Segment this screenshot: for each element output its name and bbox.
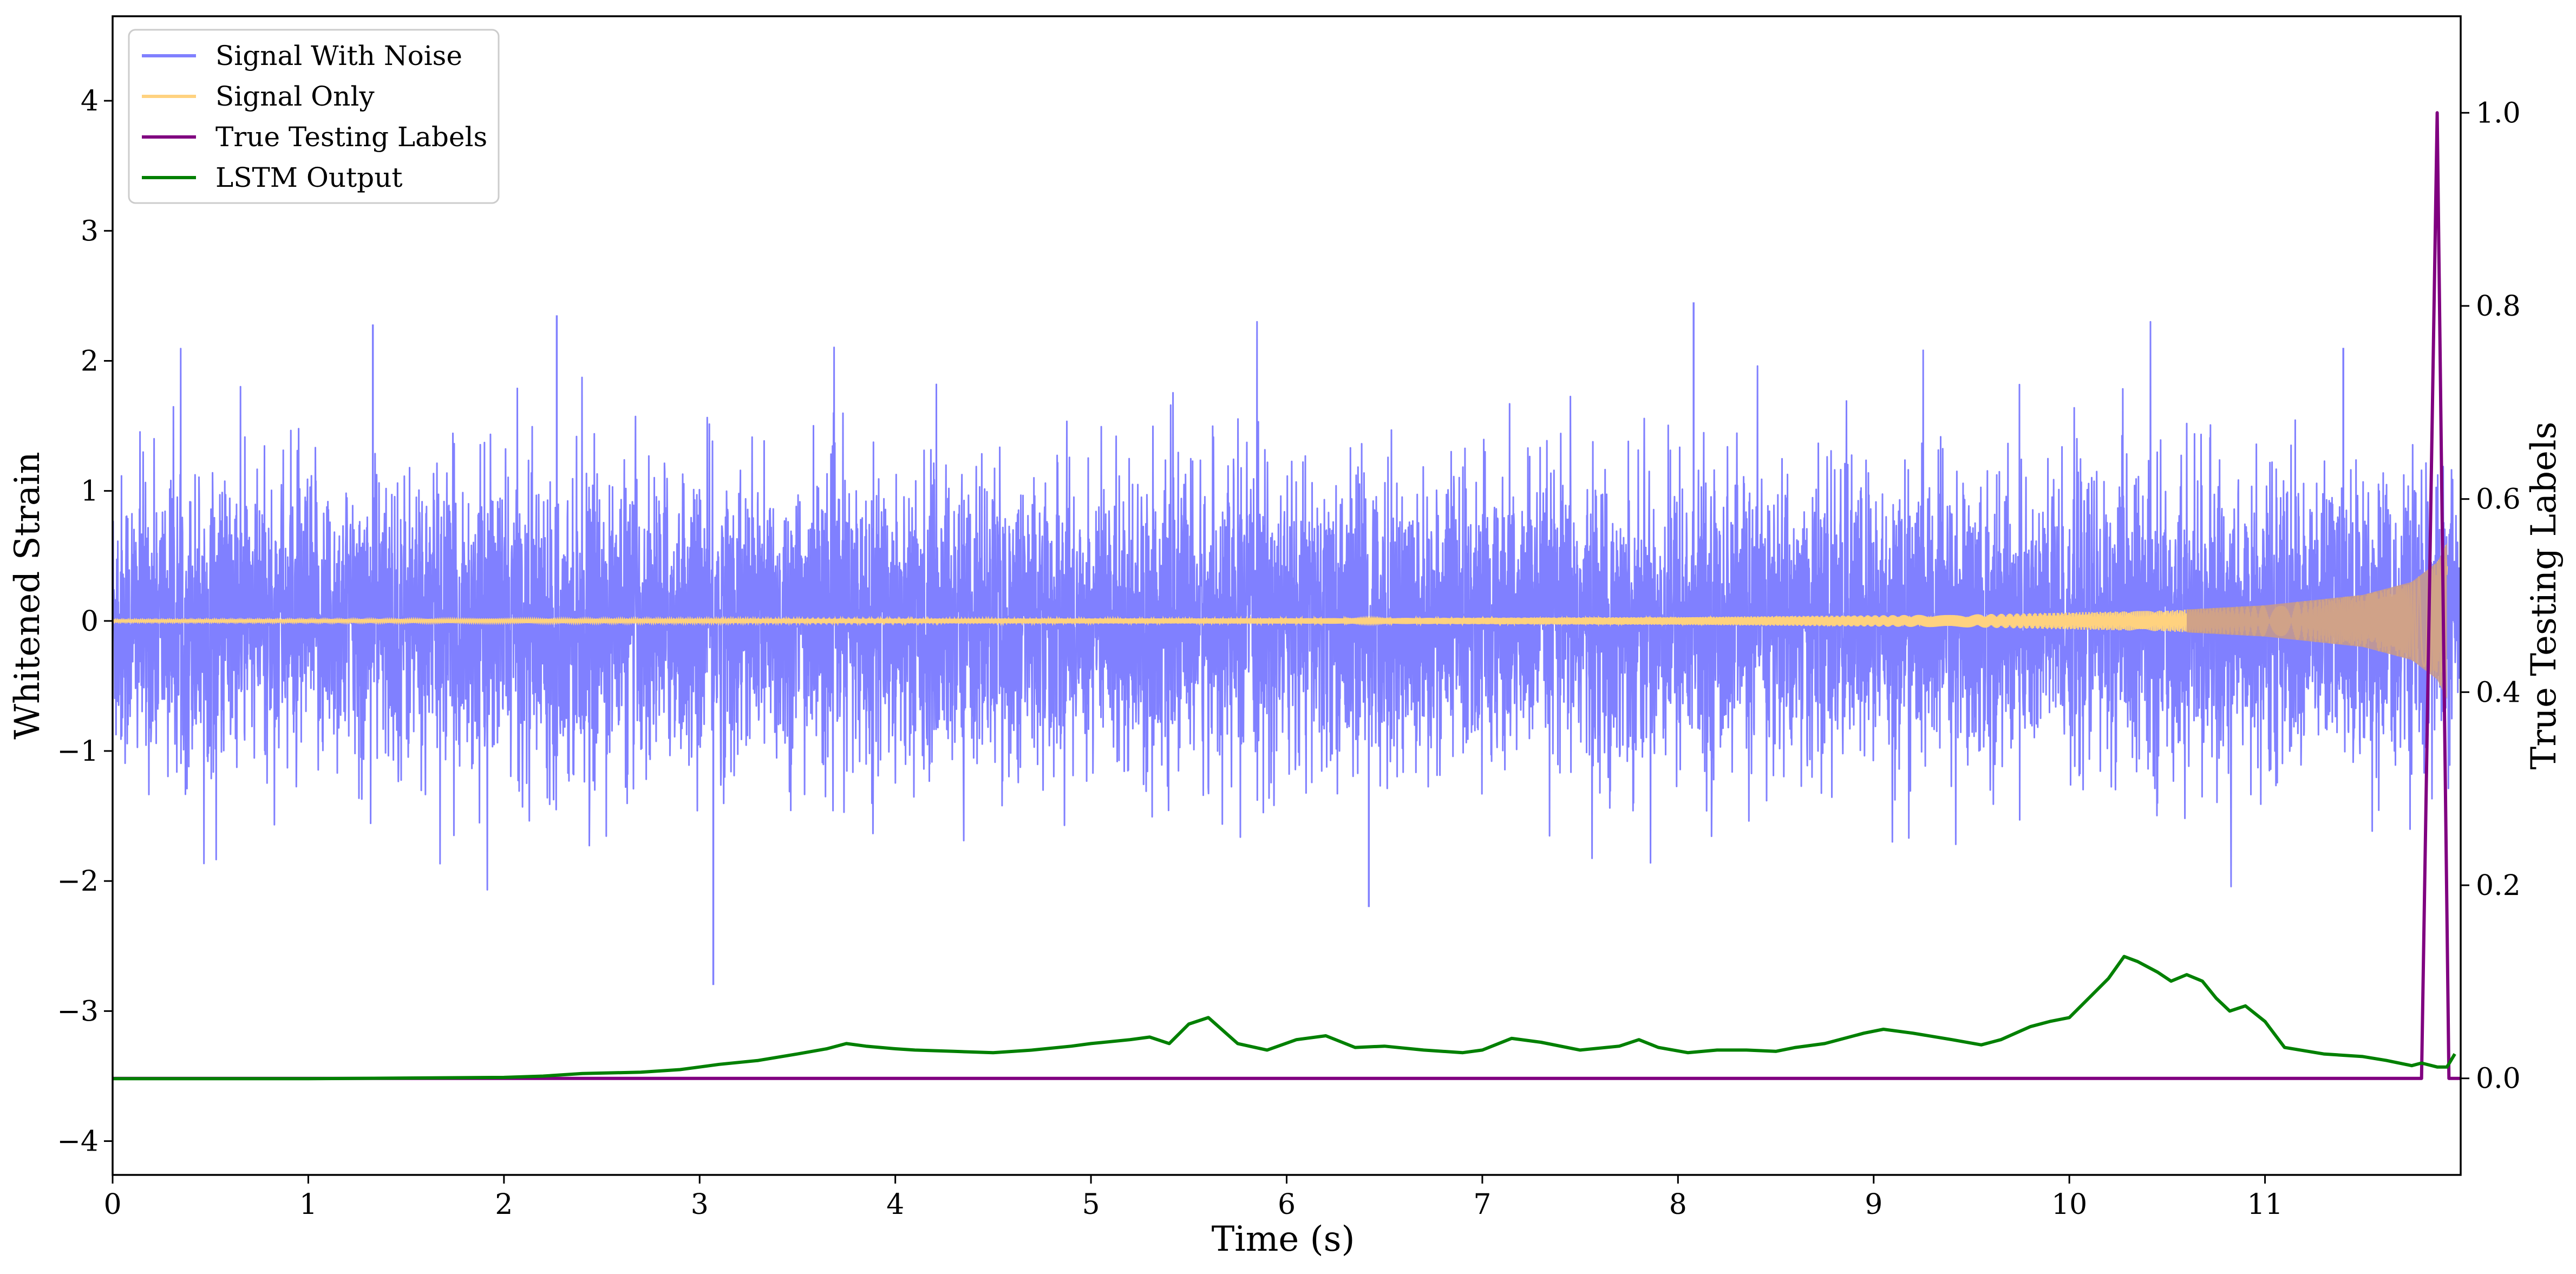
y-tick-label: 3 xyxy=(81,215,99,247)
y-tick-label: −4 xyxy=(57,1126,99,1158)
y2-tick-label: 1.0 xyxy=(2476,97,2521,129)
y-tick-label: −3 xyxy=(57,995,99,1028)
y-axis-left: −4 −3 −2 −1 0 1 2 3 4 xyxy=(57,85,113,1158)
lstm-output-line xyxy=(113,955,2456,1081)
signal-only-line xyxy=(113,545,2448,686)
y-tick-label: 4 xyxy=(81,85,99,117)
legend-label: LSTM Output xyxy=(215,162,402,193)
y-tick-label: −2 xyxy=(57,865,99,898)
x-tick-label: 2 xyxy=(495,1188,513,1221)
noise-line xyxy=(113,321,2461,891)
legend-label: Signal With Noise xyxy=(215,40,462,71)
y-tick-label: 0 xyxy=(81,605,99,638)
x-axis: 0 1 2 3 4 5 6 7 8 9 10 11 xyxy=(103,1175,2283,1221)
y2-axis-title: True Testing Labels xyxy=(2524,422,2564,770)
x-axis-title: Time (s) xyxy=(1212,1219,1355,1259)
y-tick-label: 2 xyxy=(81,345,99,377)
signal-only-envelope xyxy=(2187,543,2447,699)
y-axis-right: 0.0 0.2 0.4 0.6 0.8 1.0 xyxy=(2461,97,2521,1095)
x-tick-label: 11 xyxy=(2247,1188,2283,1221)
y-tick-label: −1 xyxy=(57,735,99,768)
y-axis-title: Whitened Strain xyxy=(8,452,48,739)
noise-spikes xyxy=(371,302,2344,985)
x-tick-label: 9 xyxy=(1865,1188,1882,1221)
y-tick-label: 1 xyxy=(81,475,99,508)
series-signal-with-noise xyxy=(113,302,2461,985)
x-tick-label: 6 xyxy=(1278,1188,1296,1221)
x-tick-label: 5 xyxy=(1082,1188,1100,1221)
x-tick-label: 1 xyxy=(299,1188,317,1221)
y2-tick-label: 0.8 xyxy=(2476,290,2521,323)
legend: Signal With Noise Signal Only True Testing… xyxy=(128,29,500,204)
series-lstm-output xyxy=(113,955,2456,1081)
x-tick-label: 10 xyxy=(2051,1188,2087,1221)
legend-box xyxy=(128,29,500,204)
y2-tick-label: 0.4 xyxy=(2476,676,2521,709)
series-signal-only xyxy=(113,543,2448,699)
x-tick-label: 7 xyxy=(1473,1188,1491,1221)
x-tick-label: 0 xyxy=(103,1188,121,1221)
x-tick-label: 4 xyxy=(886,1188,904,1221)
y2-tick-label: 0.6 xyxy=(2476,484,2521,516)
true-testing-labels-line xyxy=(113,111,2461,1080)
y2-tick-label: 0.0 xyxy=(2476,1063,2521,1095)
x-tick-label: 3 xyxy=(691,1188,709,1221)
legend-label: True Testing Labels xyxy=(215,121,487,153)
legend-label: Signal Only xyxy=(215,81,375,112)
x-tick-label: 8 xyxy=(1669,1188,1687,1221)
y2-tick-label: 0.2 xyxy=(2476,870,2521,902)
series-true-testing-labels xyxy=(113,111,2461,1080)
